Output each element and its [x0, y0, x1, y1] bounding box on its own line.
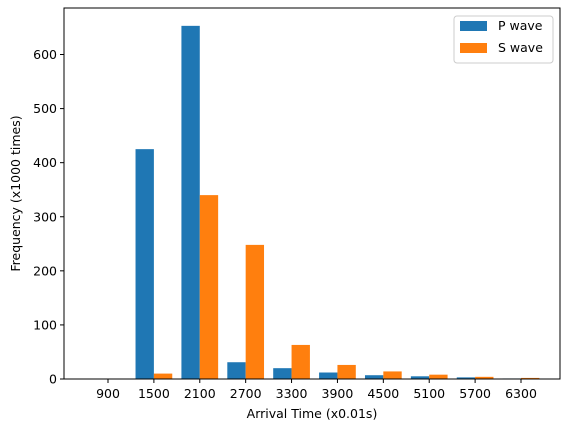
x-tick-label: 2100 — [184, 386, 216, 401]
bar-s-wave-5700 — [475, 376, 494, 379]
bar-s-wave-3300 — [291, 344, 310, 379]
x-tick-label: 3300 — [276, 386, 308, 401]
bar-p-wave-5100 — [410, 376, 430, 379]
legend-label-s-wave: S wave — [498, 40, 543, 55]
bar-p-wave-3900 — [319, 372, 338, 379]
bar-s-wave-3900 — [337, 364, 356, 379]
y-tick-label: 300 — [33, 209, 57, 224]
x-axis-ticks: 900 1500 2100 2700 3300 3900 4500 5100 5700 6300 — [96, 379, 537, 401]
bar-p-wave-5700 — [456, 377, 476, 379]
y-tick-label: 500 — [33, 101, 57, 116]
bar-s-wave-4500 — [383, 371, 402, 379]
x-axis-label: Arrival Time (x0.01s) — [247, 406, 378, 421]
bar-p-wave-1500 — [135, 149, 154, 379]
x-tick-label: 4500 — [367, 386, 399, 401]
y-axis-label: Frequency (x1000 times) — [8, 115, 23, 271]
legend-swatch-s-wave — [460, 43, 487, 53]
x-tick-label: 900 — [96, 386, 120, 401]
plot-frame — [63, 7, 561, 380]
legend-label-p-wave: P wave — [498, 18, 543, 33]
y-tick-label: 100 — [33, 317, 57, 332]
x-tick-label: 3900 — [322, 386, 354, 401]
x-tick-label: 5700 — [459, 386, 491, 401]
bar-p-wave-2700 — [227, 362, 246, 379]
x-tick-label: 6300 — [505, 386, 537, 401]
bar-s-wave-2700 — [245, 244, 265, 379]
bar-s-wave-6300 — [521, 377, 540, 379]
y-tick-label: 200 — [33, 263, 57, 278]
x-tick-label: 1500 — [138, 386, 170, 401]
legend-swatch-p-wave — [460, 21, 487, 31]
bar-p-wave-4500 — [364, 375, 384, 379]
y-tick-label: 0 — [49, 372, 57, 387]
y-tick-label: 400 — [33, 155, 57, 170]
bar-s-wave-1500 — [153, 373, 173, 379]
x-tick-label: 5100 — [413, 386, 445, 401]
bars-group — [135, 25, 540, 379]
y-tick-label: 600 — [33, 47, 57, 62]
y-axis-ticks: 0 100 200 300 400 500 600 — [33, 47, 64, 387]
bar-s-wave-5100 — [429, 374, 448, 379]
bar-s-wave-2100 — [199, 195, 219, 379]
bar-p-wave-2100 — [181, 25, 200, 379]
legend: P wave S wave — [453, 15, 554, 64]
bar-p-wave-3300 — [273, 368, 292, 379]
x-tick-label: 2700 — [230, 386, 262, 401]
